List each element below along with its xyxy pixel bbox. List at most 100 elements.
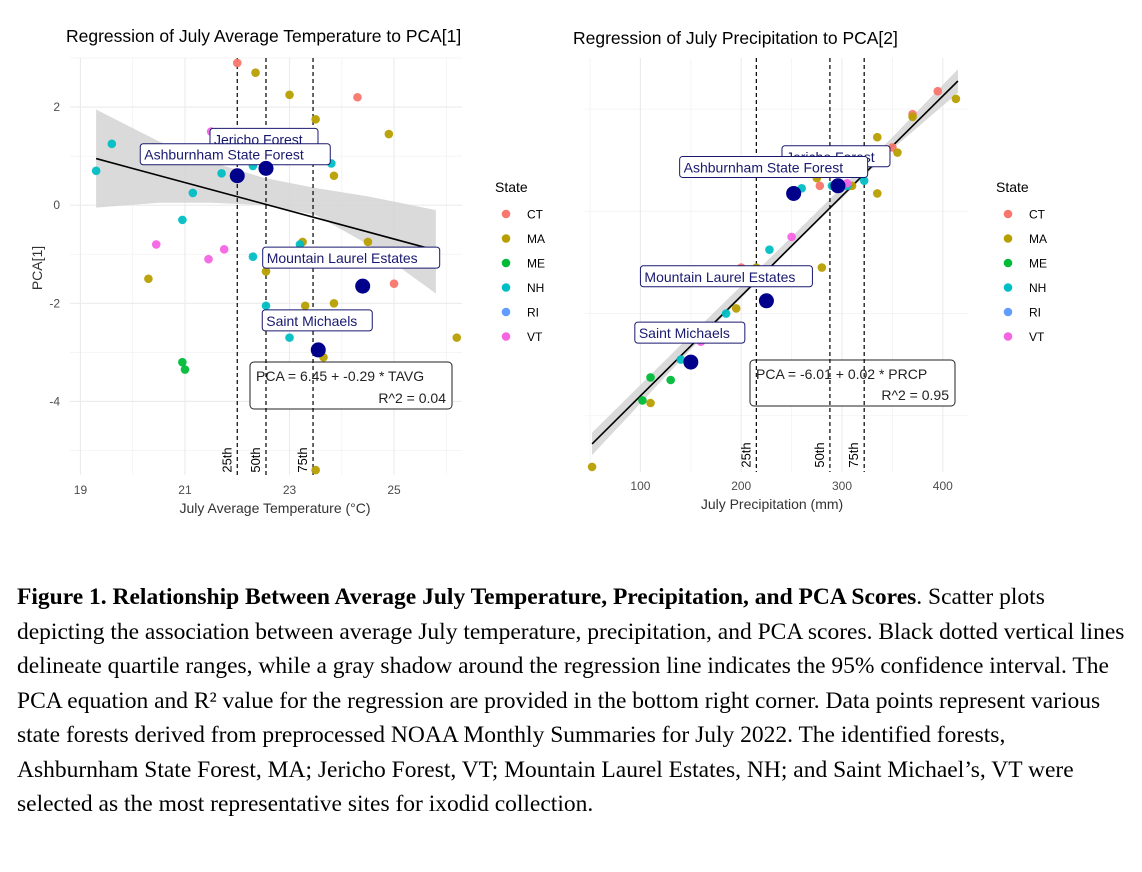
legend-label: ME xyxy=(527,257,545,271)
y-tick-label: -2 xyxy=(49,296,60,310)
data-point-ma xyxy=(251,68,260,78)
data-point-ma xyxy=(951,94,961,104)
quartile-label: 50th xyxy=(812,442,827,467)
legend-label: ME xyxy=(1029,257,1047,271)
legend-swatch-ct xyxy=(1003,209,1013,219)
data-point-nh xyxy=(295,240,305,249)
data-point-ct xyxy=(232,58,242,68)
y-axis-label: PCA[1] xyxy=(29,246,45,290)
data-point-nh xyxy=(188,188,198,198)
legend: CT MA ME NH RI VT xyxy=(501,208,545,344)
data-point-ma xyxy=(329,298,339,308)
data-point-me xyxy=(646,373,655,382)
data-point-ma xyxy=(311,465,320,475)
data-point-ma xyxy=(587,462,597,472)
quartile-label: 75th xyxy=(295,447,310,472)
x-tick-label: 19 xyxy=(74,483,88,497)
legend-label: VT xyxy=(527,330,543,344)
data-point-nh xyxy=(261,301,271,311)
highlight-point xyxy=(229,168,245,184)
data-point-ct xyxy=(815,181,825,191)
highlight-point xyxy=(258,160,274,176)
data-point-ct xyxy=(353,92,362,102)
legend-label: MA xyxy=(1029,232,1047,246)
legend-swatch-vt xyxy=(1003,332,1013,341)
regression-line xyxy=(591,80,959,445)
data-point-ma xyxy=(893,148,902,157)
x-tick-label: 100 xyxy=(630,479,650,493)
data-point-nh xyxy=(248,252,258,261)
data-point-me xyxy=(178,357,187,367)
quartile-label: 50th xyxy=(248,447,263,472)
data-point-ma xyxy=(311,115,320,124)
legend-label: CT xyxy=(1029,208,1046,222)
highlight-point xyxy=(758,293,774,309)
site-label: Mountain Laurel Estates xyxy=(644,269,795,285)
legend-swatch-nh xyxy=(1003,283,1013,292)
site-label-box xyxy=(139,143,331,166)
site-label: Saint Michaels xyxy=(639,325,730,341)
data-point-me xyxy=(638,396,647,405)
chart-temperature: Regression of July Average Temperature t… xyxy=(29,26,545,516)
site-label: Mountain Laurel Estates xyxy=(267,250,418,266)
data-point-ma xyxy=(452,333,462,342)
legend-label: RI xyxy=(1029,306,1041,320)
data-point-me xyxy=(666,375,675,385)
quartile-label: 25th xyxy=(219,447,234,472)
data-point-ma xyxy=(144,274,153,284)
highlight-point xyxy=(830,178,846,194)
site-label-box xyxy=(679,155,869,178)
chart-precipitation-panel: Regression of July Precipitation to PCA[… xyxy=(560,0,1142,530)
data-point-vt xyxy=(204,254,213,264)
data-point-nh xyxy=(217,168,226,178)
data-point-ma xyxy=(908,112,917,122)
quartile-lines: 25th 50th 75th xyxy=(219,58,314,475)
x-axis-label: July Average Temperature (°C) xyxy=(179,500,370,516)
x-tick-label: 300 xyxy=(832,479,852,493)
x-tick-label: 25 xyxy=(387,483,401,497)
legend-swatch-ct xyxy=(501,209,511,219)
chart-temperature-panel: Regression of July Average Temperature t… xyxy=(0,0,560,530)
caption-title: Figure 1. Relationship Between Average J… xyxy=(17,584,917,610)
legend-swatch-me xyxy=(501,258,511,268)
chart-title: Regression of July Average Temperature t… xyxy=(66,26,461,46)
data-point-nh xyxy=(91,166,101,176)
data-point-nh xyxy=(721,309,731,318)
data-point-nh xyxy=(676,355,686,364)
data-point-ma xyxy=(261,267,271,276)
site-label-box xyxy=(262,246,441,269)
legend-title: State xyxy=(495,179,528,195)
legend: CT MA ME NH RI VT xyxy=(1003,208,1047,344)
y-tick-label: 0 xyxy=(53,198,60,212)
quartile-label: 25th xyxy=(738,442,753,467)
site-label-box xyxy=(639,265,813,288)
data-point-ma xyxy=(363,237,373,247)
data-point-ma xyxy=(329,171,339,181)
data-point-ma xyxy=(285,90,294,100)
data-point-ma xyxy=(872,189,882,198)
legend-label: VT xyxy=(1029,330,1045,344)
site-label-box xyxy=(261,309,373,332)
highlight-point xyxy=(683,354,699,370)
legend-swatch-ri xyxy=(501,307,511,317)
data-point-nh xyxy=(107,139,117,149)
data-point-me xyxy=(180,365,190,374)
highlight-point xyxy=(786,185,802,201)
legend-label: CT xyxy=(527,208,544,222)
data-point-ma xyxy=(817,263,827,272)
legend-swatch-me xyxy=(1003,258,1013,268)
r-squared-text: R^2 = 0.04 xyxy=(378,390,446,406)
axis-ticks: 19 21 23 25 2 0 -2 -4 xyxy=(49,100,401,497)
chart-title: Regression of July Precipitation to PCA[… xyxy=(573,28,898,48)
x-tick-label: 400 xyxy=(933,479,953,493)
equation-text: PCA = -6.01 + 0.02 * PRCP xyxy=(756,366,927,382)
data-point-ct xyxy=(389,279,399,288)
x-tick-label: 21 xyxy=(178,483,192,497)
x-tick-label: 23 xyxy=(283,483,297,497)
data-point-vt xyxy=(151,240,161,249)
data-point-ct xyxy=(933,86,943,96)
axis-ticks: 100 200 300 400 xyxy=(630,479,953,493)
site-label: Ashburnham State Forest xyxy=(144,147,304,163)
